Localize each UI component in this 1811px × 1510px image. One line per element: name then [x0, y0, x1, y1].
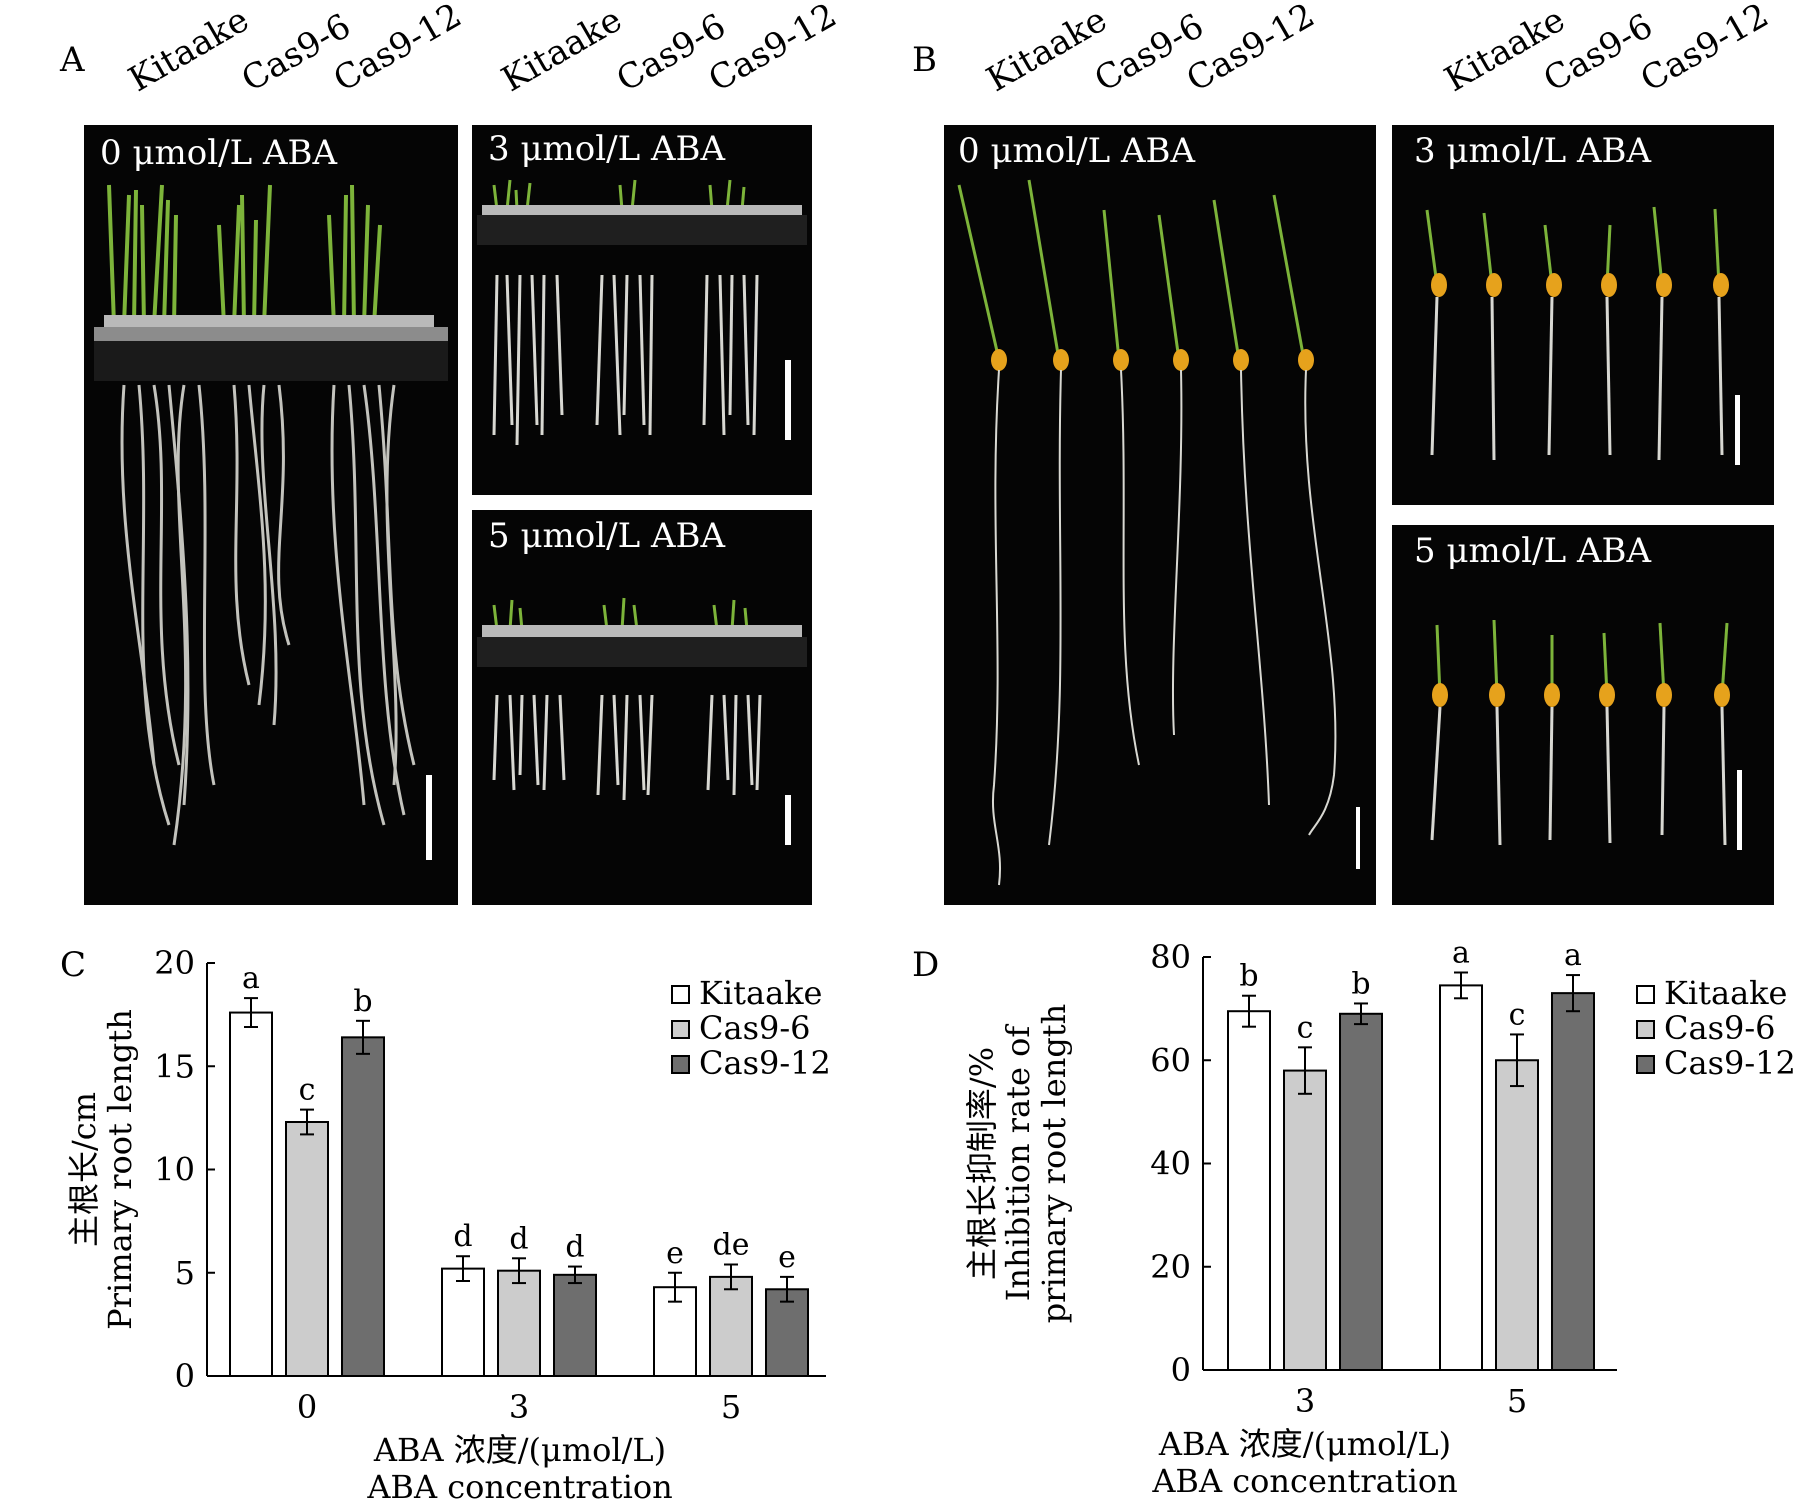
x-axis-label-en: ABA concentration — [1151, 1462, 1457, 1500]
significance-letter: e — [778, 1240, 796, 1275]
bar-cas9-6 — [1495, 1059, 1539, 1371]
condition-label: 3 μmol/L ABA — [1414, 131, 1652, 171]
chart-inhibition-rate: 0 20 40 60 80 b c b 3 a c a 5 ABA 浓度/(μmol/L)ABA conc… — [963, 935, 1796, 1500]
legend-swatch — [671, 985, 690, 1004]
x-axis-label-cn: ABA 浓度/(μmol/L) — [1158, 1425, 1451, 1463]
legend-swatch — [1636, 985, 1655, 1004]
seedling-root-illustration — [477, 179, 807, 446]
y-axis-label: 主根长/cm — [65, 1092, 103, 1247]
x-tick-label: 0 — [297, 1388, 317, 1426]
legend-swatch — [1636, 1055, 1655, 1074]
legend-swatch — [671, 1055, 690, 1074]
y-axis-label: 主根长抑制率/% — [963, 1047, 1001, 1280]
genotype-label-cas9-12: Cas9-12 — [327, 0, 469, 100]
legend-swatch — [1636, 1020, 1655, 1039]
y-tick-label: 20 — [1150, 1248, 1191, 1286]
y-tick-label: 60 — [1150, 1041, 1191, 1079]
y-tick-label: 0 — [175, 1357, 195, 1395]
seedling-root-illustration — [957, 179, 1360, 886]
chart-primary-root-length: 0 5 10 15 20 a c b 0 d d d 3 e de e 5 ABA 浓度/(μmol/L)ABA … — [65, 944, 831, 1506]
bar-cas9-12 — [765, 1288, 809, 1377]
genotype-label-cas9-12: Cas9-12 — [1634, 0, 1776, 100]
x-tick-label: 5 — [1507, 1382, 1527, 1420]
significance-letter: c — [299, 1073, 316, 1108]
y-tick-label: 40 — [1150, 1145, 1191, 1183]
legend-label: Cas9-12 — [1664, 1044, 1796, 1082]
seedling-root-illustration — [1430, 619, 1742, 850]
y-tick-label: 15 — [154, 1047, 195, 1085]
y-tick-label: 80 — [1150, 938, 1191, 976]
x-tick-label: 3 — [509, 1388, 529, 1426]
significance-letter: d — [565, 1230, 584, 1265]
genotype-label-kitaake: Kitaake — [495, 0, 629, 100]
y-axis-label: Primary root length — [101, 1009, 139, 1330]
bar-kitaake — [1227, 1010, 1271, 1372]
significance-letter: a — [1452, 935, 1470, 970]
bar-cas9-12 — [1339, 1012, 1383, 1371]
genotype-label-kitaake: Kitaake — [980, 0, 1114, 100]
y-axis-label: primary root length — [1035, 1004, 1073, 1324]
condition-label: 0 μmol/L ABA — [958, 131, 1196, 171]
photo-b-5-aba: 5 μmol/L ABA — [1392, 525, 1774, 905]
legend-label: Kitaake — [699, 974, 822, 1012]
panel-label-d: D — [912, 945, 940, 985]
significance-letter: d — [453, 1219, 472, 1254]
significance-letter: c — [1297, 1010, 1314, 1045]
condition-label: 0 μmol/L ABA — [100, 133, 338, 173]
condition-label: 5 μmol/L ABA — [488, 516, 726, 556]
panel-label-b: B — [912, 40, 937, 80]
panel-label-a: A — [60, 40, 85, 80]
genotype-label-cas9-12: Cas9-12 — [1180, 0, 1322, 100]
bar-cas9-6 — [497, 1269, 541, 1377]
significance-letter: de — [713, 1227, 750, 1262]
bar-kitaake — [441, 1267, 485, 1377]
y-tick-label: 20 — [154, 944, 195, 982]
bar-cas9-12 — [341, 1036, 385, 1377]
condition-label: 3 μmol/L ABA — [488, 129, 726, 169]
genotype-label-kitaake: Kitaake — [122, 0, 256, 100]
significance-letter: b — [1351, 966, 1370, 1001]
y-tick-label: 10 — [154, 1151, 195, 1189]
legend-label: Cas9-12 — [699, 1044, 831, 1082]
bar-cas9-6 — [1283, 1069, 1327, 1371]
legend-label: Cas9-6 — [699, 1009, 811, 1047]
panel-label-c: C — [60, 945, 87, 985]
significance-letter: e — [666, 1236, 684, 1271]
y-axis-label: Inhibition rate of — [999, 1024, 1037, 1302]
seedling-root-illustration — [477, 597, 807, 845]
photo-b-3-aba: 3 μmol/L ABA — [1392, 125, 1774, 505]
y-tick-label: 0 — [1171, 1351, 1191, 1389]
legend-label: Cas9-6 — [1664, 1009, 1776, 1047]
bar-cas9-12 — [553, 1273, 597, 1377]
seedling-root-illustration — [94, 184, 448, 860]
condition-label: 5 μmol/L ABA — [1414, 531, 1652, 571]
bar-kitaake — [1439, 984, 1483, 1372]
x-axis-label-cn: ABA 浓度/(μmol/L) — [373, 1431, 666, 1469]
significance-letter: d — [509, 1221, 528, 1256]
y-tick-label: 5 — [175, 1254, 195, 1292]
bar-cas9-6 — [709, 1275, 753, 1378]
significance-letter: b — [353, 984, 372, 1019]
photo-a-0-aba: 0 μmol/L ABA — [84, 125, 458, 905]
legend-swatch — [671, 1020, 690, 1039]
legend-label: Kitaake — [1664, 974, 1787, 1012]
x-tick-label: 3 — [1295, 1382, 1315, 1420]
bar-cas9-6 — [285, 1121, 329, 1377]
photo-a-5-aba: 5 μmol/L ABA — [472, 510, 812, 905]
genotype-label-cas9-12: Cas9-12 — [702, 0, 844, 100]
x-axis-label-en: ABA concentration — [366, 1468, 672, 1506]
bar-kitaake — [229, 1011, 273, 1377]
significance-letter: a — [1564, 938, 1582, 973]
photo-b-0-aba: 0 μmol/L ABA — [944, 125, 1376, 905]
significance-letter: a — [242, 961, 260, 996]
seedling-root-illustration — [1425, 206, 1740, 465]
bar-cas9-12 — [1551, 992, 1595, 1371]
significance-letter: c — [1509, 997, 1526, 1032]
x-tick-label: 5 — [721, 1388, 741, 1426]
significance-letter: b — [1239, 959, 1258, 994]
photo-a-3-aba: 3 μmol/L ABA — [472, 125, 812, 495]
